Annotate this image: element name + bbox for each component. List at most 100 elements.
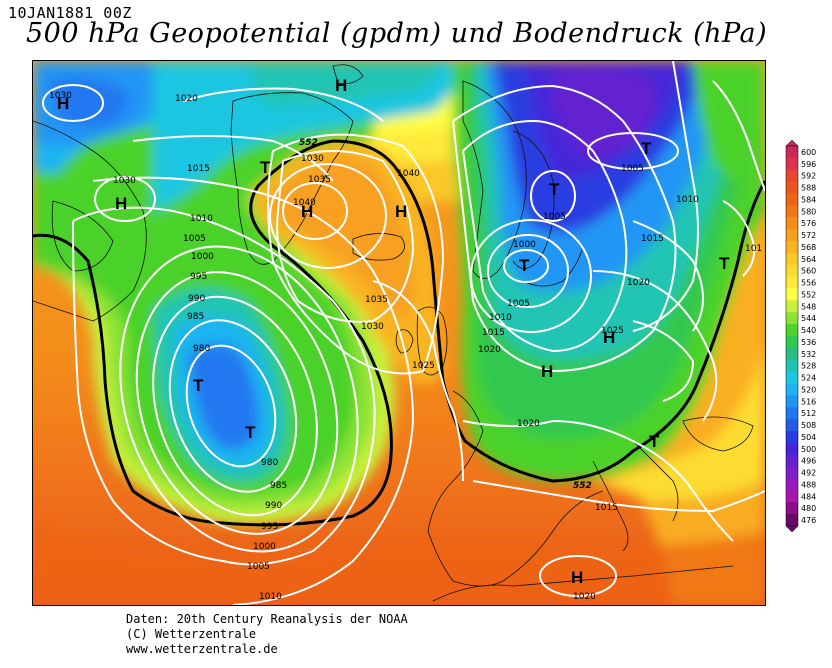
isobar-label: 1035 — [308, 175, 331, 185]
isobar-label: 101 — [745, 244, 762, 254]
isobar-label: 1030 — [113, 176, 136, 186]
isobar-label: 1015 — [482, 328, 505, 338]
legend-swatch — [786, 383, 798, 396]
canada-coast — [33, 120, 147, 322]
isobar-label: 1030 — [49, 91, 72, 101]
isobar-label: 1000 — [253, 542, 276, 552]
legend-value: 520 — [801, 385, 816, 394]
legend-swatch — [786, 300, 798, 313]
north-africa-coast — [432, 565, 734, 602]
center-T-5: T — [549, 180, 560, 199]
isobar-label: 980 — [261, 458, 278, 468]
legend-scale: 600 596 592 588 584 580 576 572 568 564 560 556 552 5… — [785, 140, 816, 532]
legend-swatch — [786, 312, 798, 325]
legend-swatch — [786, 431, 798, 444]
legend-value: 500 — [801, 445, 816, 454]
isobar-995 — [135, 271, 339, 535]
legend-swatch — [786, 324, 798, 337]
credit-copyright: (C) Wetterzentrale — [126, 627, 257, 641]
isobar-1005-small — [530, 170, 576, 222]
norway-coast — [462, 80, 527, 279]
isobar-1000 — [119, 245, 359, 553]
legend-value: 588 — [801, 184, 816, 193]
legend-value: 496 — [801, 457, 816, 466]
legend-value: 532 — [801, 350, 816, 359]
legend-swatch — [786, 359, 798, 373]
legend-swatch — [786, 157, 798, 171]
legend-value: 488 — [801, 480, 816, 489]
center-T-2: T — [193, 376, 204, 395]
isobar-1000-scand — [503, 249, 549, 283]
isobar-label: 995 — [190, 272, 207, 282]
weather-map: H H T H H H T T T T T H H T T H 1030 102… — [32, 60, 766, 606]
legend-swatch — [786, 466, 798, 479]
legend-value: 580 — [801, 207, 816, 216]
chart-title: 500 hPa Geopotential (gpdm) und Bodendru… — [26, 18, 768, 49]
legend-swatch — [786, 454, 798, 468]
legend-swatch — [786, 478, 798, 491]
isobar-label: 1020 — [573, 592, 596, 602]
isobar-1020-scand — [452, 84, 677, 373]
isobar-1030-nw — [42, 84, 104, 122]
isobar-1020-south — [462, 419, 734, 542]
legend-value: 540 — [801, 326, 816, 335]
contour-552 — [33, 139, 765, 527]
legend-swatch — [786, 419, 798, 432]
isobar-990 — [152, 295, 318, 517]
isobar-label: 1010 — [676, 195, 699, 205]
isobar-1010-east — [632, 61, 699, 332]
contour-labels: 552 552 — [299, 138, 592, 491]
legend-swatch — [786, 169, 798, 183]
legend-value: 576 — [801, 219, 816, 228]
legend-swatch — [786, 264, 798, 278]
legend-value: 556 — [801, 279, 816, 288]
isobar-label: 1010 — [489, 313, 512, 323]
isobar-101-east — [722, 200, 756, 277]
isobar-label: 1020 — [627, 278, 650, 288]
legend-value: 528 — [801, 362, 816, 371]
legend-swatch — [786, 371, 798, 384]
isobar-label: 990 — [188, 294, 205, 304]
isobars — [42, 61, 765, 605]
legend-value: 564 — [801, 255, 816, 264]
isobar-label: 1010 — [259, 592, 282, 602]
map-canvas: H H T H H H T T T T T H H T T H 1030 102… — [33, 61, 765, 605]
isobar-label: 1020 — [175, 94, 198, 104]
legend-swatch — [786, 181, 798, 194]
center-H-2: H — [115, 194, 127, 213]
legend-value: 512 — [801, 409, 816, 418]
isobar-label: 1015 — [595, 503, 618, 513]
date-label: 10JAN1881 00Z — [8, 4, 132, 22]
svalbard-coast — [332, 64, 364, 85]
center-H-8: H — [571, 568, 583, 587]
legend-swatch — [786, 336, 798, 349]
legend-value: 548 — [801, 302, 816, 311]
isobar-1005 — [72, 206, 376, 566]
legend-value: 480 — [801, 504, 816, 513]
legend-bottom-arrow — [785, 525, 799, 532]
iceland-coast — [352, 233, 405, 261]
isobar-label: 995 — [261, 522, 278, 532]
legend-swatch — [786, 193, 798, 206]
isobar-1020-east — [592, 270, 718, 422]
contour-label: 552 — [299, 138, 318, 148]
center-H-4: H — [395, 202, 407, 221]
isobar-label: 990 — [265, 501, 282, 511]
isobar-1040 — [282, 182, 348, 240]
isobar-label: 1025 — [601, 326, 624, 336]
center-H-3: H — [301, 202, 313, 221]
isobar-label: 1015 — [641, 234, 664, 244]
legend-swatch — [786, 146, 798, 159]
legend-swatch — [786, 490, 798, 503]
isobar-985 — [168, 319, 298, 493]
isobar-1020-north — [182, 87, 384, 122]
color-legend: 600 596 592 588 584 580 576 572 568 564 560 556 552 5… — [784, 140, 832, 532]
contour-label: 552 — [573, 481, 592, 491]
credits: Daten: 20th Century Reanalysis der NOAA … — [126, 612, 408, 657]
legend-swatch — [786, 347, 798, 361]
center-T-8: T — [649, 432, 660, 451]
legend-value: 504 — [801, 433, 816, 442]
isobar-1005-ne — [587, 132, 679, 170]
legend-swatch — [786, 217, 798, 230]
legend-value: 508 — [801, 421, 816, 430]
